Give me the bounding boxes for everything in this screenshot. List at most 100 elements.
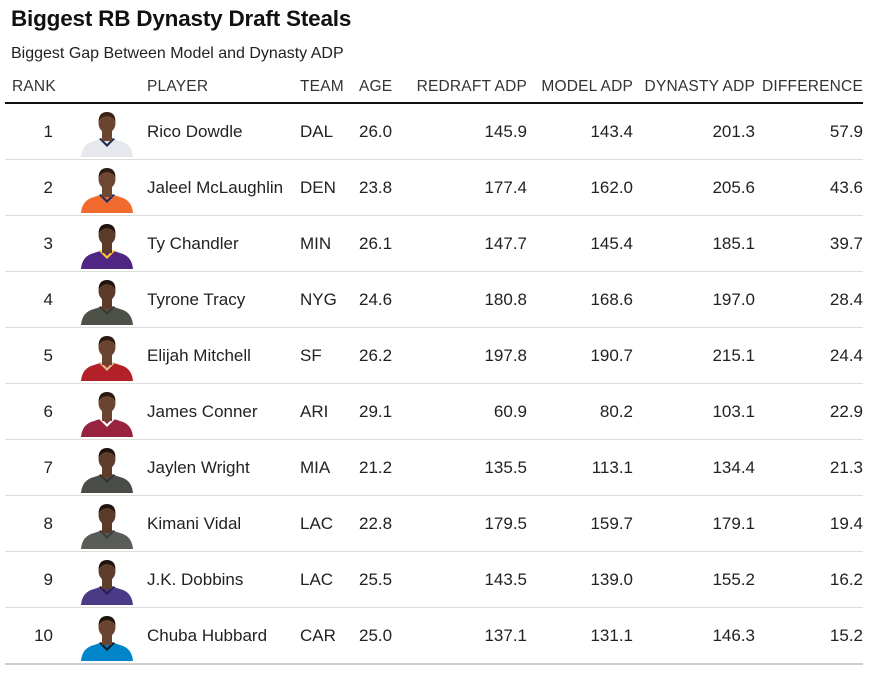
player-headshot-icon <box>81 335 133 381</box>
player-name-cell: Tyrone Tracy <box>147 271 300 328</box>
player-photo-cell <box>67 159 147 216</box>
player-name-cell: Elijah Mitchell <box>147 327 300 384</box>
rank-cell: 7 <box>5 439 67 496</box>
player-name-cell: J.K. Dobbins <box>147 551 300 608</box>
model-adp-cell: 159.7 <box>527 495 633 552</box>
model-adp-cell: 113.1 <box>527 439 633 496</box>
team-cell: LAC <box>300 495 357 552</box>
redraft-adp-cell: 60.9 <box>405 383 527 440</box>
team-cell: SF <box>300 327 357 384</box>
difference-cell: 28.4 <box>755 271 863 328</box>
header-dynasty-adp: DYNASTY ADP <box>633 72 755 104</box>
difference-cell: 15.2 <box>755 607 863 665</box>
table-row: 2 Jaleel McLaughlin DEN 23.8 177.4 162.0 205.6… <box>5 159 863 216</box>
rank-cell: 2 <box>5 159 67 216</box>
player-name-cell: Jaylen Wright <box>147 439 300 496</box>
player-photo-cell <box>67 607 147 665</box>
model-adp-cell: 168.6 <box>527 271 633 328</box>
model-adp-cell: 143.4 <box>527 103 633 160</box>
team-cell: CAR <box>300 607 357 665</box>
table-row: 8 Kimani Vidal LAC 22.8 179.5 159.7 179.1 19.4 <box>5 495 863 552</box>
difference-cell: 24.4 <box>755 327 863 384</box>
player-name-cell: Jaleel McLaughlin <box>147 159 300 216</box>
age-cell: 26.2 <box>357 327 405 384</box>
header-player: PLAYER <box>147 72 300 104</box>
table-row: 10 Chuba Hubbard CAR 25.0 137.1 131.1 146.3 15.… <box>5 607 863 665</box>
table-row: 7 Jaylen Wright MIA 21.2 135.5 113.1 134.4 21.3 <box>5 439 863 496</box>
rank-cell: 8 <box>5 495 67 552</box>
header-model-adp: MODEL ADP <box>527 72 633 104</box>
table-body: 1 Rico Dowdle DAL 26.0 145.9 143.4 201.3 57.9 2 J… <box>5 103 863 665</box>
table-row: 3 Ty Chandler MIN 26.1 147.7 145.4 185.1 39.7 <box>5 215 863 272</box>
age-cell: 26.0 <box>357 103 405 160</box>
rank-cell: 4 <box>5 271 67 328</box>
header-difference: DIFFERENCE <box>755 72 863 104</box>
table-row: 9 J.K. Dobbins LAC 25.5 143.5 139.0 155.2 16.2 <box>5 551 863 608</box>
dynasty-adp-cell: 201.3 <box>633 103 755 160</box>
age-cell: 24.6 <box>357 271 405 328</box>
redraft-adp-cell: 135.5 <box>405 439 527 496</box>
player-name-cell: Kimani Vidal <box>147 495 300 552</box>
dynasty-adp-cell: 103.1 <box>633 383 755 440</box>
player-photo-cell <box>67 439 147 496</box>
redraft-adp-cell: 179.5 <box>405 495 527 552</box>
player-headshot-icon <box>81 167 133 213</box>
chart-title: Biggest RB Dynasty Draft Steals <box>11 6 352 31</box>
difference-cell: 43.6 <box>755 159 863 216</box>
difference-cell: 16.2 <box>755 551 863 608</box>
age-cell: 25.5 <box>357 551 405 608</box>
player-photo-cell <box>67 495 147 552</box>
redraft-adp-cell: 147.7 <box>405 215 527 272</box>
difference-cell: 19.4 <box>755 495 863 552</box>
header-team: TEAM <box>300 72 357 104</box>
steals-table: RANK PLAYER TEAM AGE REDRAFT ADP MODEL A… <box>5 72 863 665</box>
difference-cell: 39.7 <box>755 215 863 272</box>
rank-cell: 9 <box>5 551 67 608</box>
team-cell: DEN <box>300 159 357 216</box>
dynasty-adp-cell: 146.3 <box>633 607 755 665</box>
team-cell: MIN <box>300 215 357 272</box>
player-photo-cell <box>67 383 147 440</box>
team-cell: NYG <box>300 271 357 328</box>
redraft-adp-cell: 180.8 <box>405 271 527 328</box>
table-row: 6 James Conner ARI 29.1 60.9 80.2 103.1 22.9 <box>5 383 863 440</box>
redraft-adp-cell: 177.4 <box>405 159 527 216</box>
dynasty-adp-cell: 134.4 <box>633 439 755 496</box>
player-headshot-icon <box>81 223 133 269</box>
header-row: RANK PLAYER TEAM AGE REDRAFT ADP MODEL A… <box>5 72 863 104</box>
age-cell: 22.8 <box>357 495 405 552</box>
header-rank: RANK <box>5 72 67 104</box>
rank-cell: 1 <box>5 103 67 160</box>
dynasty-adp-cell: 185.1 <box>633 215 755 272</box>
team-cell: DAL <box>300 103 357 160</box>
redraft-adp-cell: 145.9 <box>405 103 527 160</box>
player-headshot-icon <box>81 503 133 549</box>
player-name-cell: Rico Dowdle <box>147 103 300 160</box>
player-photo-cell <box>67 271 147 328</box>
model-adp-cell: 145.4 <box>527 215 633 272</box>
team-cell: ARI <box>300 383 357 440</box>
rank-cell: 3 <box>5 215 67 272</box>
difference-cell: 21.3 <box>755 439 863 496</box>
team-cell: MIA <box>300 439 357 496</box>
dynasty-adp-cell: 179.1 <box>633 495 755 552</box>
age-cell: 21.2 <box>357 439 405 496</box>
model-adp-cell: 131.1 <box>527 607 633 665</box>
header-photo <box>67 72 147 104</box>
model-adp-cell: 162.0 <box>527 159 633 216</box>
header-redraft-adp: REDRAFT ADP <box>405 72 527 104</box>
player-headshot-icon <box>81 279 133 325</box>
rank-cell: 6 <box>5 383 67 440</box>
dynasty-adp-cell: 197.0 <box>633 271 755 328</box>
player-name-cell: James Conner <box>147 383 300 440</box>
difference-cell: 57.9 <box>755 103 863 160</box>
player-photo-cell <box>67 551 147 608</box>
player-headshot-icon <box>81 447 133 493</box>
header-age: AGE <box>357 72 405 104</box>
age-cell: 29.1 <box>357 383 405 440</box>
model-adp-cell: 190.7 <box>527 327 633 384</box>
dynasty-adp-cell: 205.6 <box>633 159 755 216</box>
player-headshot-icon <box>81 559 133 605</box>
redraft-adp-cell: 137.1 <box>405 607 527 665</box>
player-name-cell: Ty Chandler <box>147 215 300 272</box>
